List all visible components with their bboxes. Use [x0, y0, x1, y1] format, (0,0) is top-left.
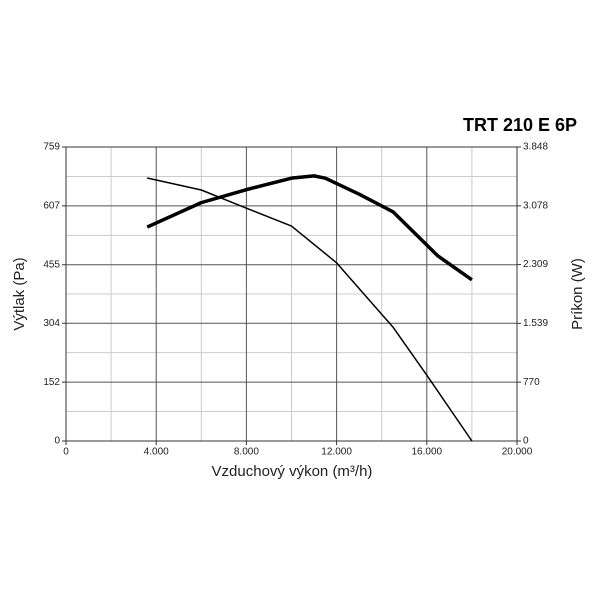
y2-tick-label: 770: [523, 377, 540, 388]
y2-tick-label: 0: [523, 436, 529, 447]
y-tick-label: 304: [43, 318, 60, 329]
x-tick-label: 0: [63, 447, 69, 458]
y-tick-label: 759: [43, 142, 60, 153]
x-axis-label: Vzduchový výkon (m³/h): [212, 463, 373, 480]
x-tick-label: 16.000: [412, 447, 443, 458]
y-tick-label: 0: [54, 436, 60, 447]
plot-frame: [65, 146, 518, 442]
series-line: [146, 174, 473, 282]
y2-axis-label: Príkon (W): [569, 258, 586, 330]
y2-tick-label: 1.539: [523, 318, 548, 329]
chart-title: TRT 210 E 6P: [463, 115, 577, 135]
x-tick-label: 4.000: [144, 447, 169, 458]
y2-tick-label: 2.309: [523, 259, 548, 270]
x-tick-label: 20.000: [502, 447, 533, 458]
y2-tick-label: 3.078: [523, 200, 548, 211]
y-tick-label: 152: [43, 377, 60, 388]
x-tick-label: 12.000: [321, 447, 352, 458]
y2-tick-label: 3.848: [523, 142, 548, 153]
y-axis-label: Výtlak (Pa): [11, 257, 28, 330]
x-tick-label: 8.000: [234, 447, 259, 458]
series-line: [147, 177, 473, 442]
y-tick-label: 455: [43, 259, 60, 270]
y-tick-label: 607: [43, 201, 60, 212]
